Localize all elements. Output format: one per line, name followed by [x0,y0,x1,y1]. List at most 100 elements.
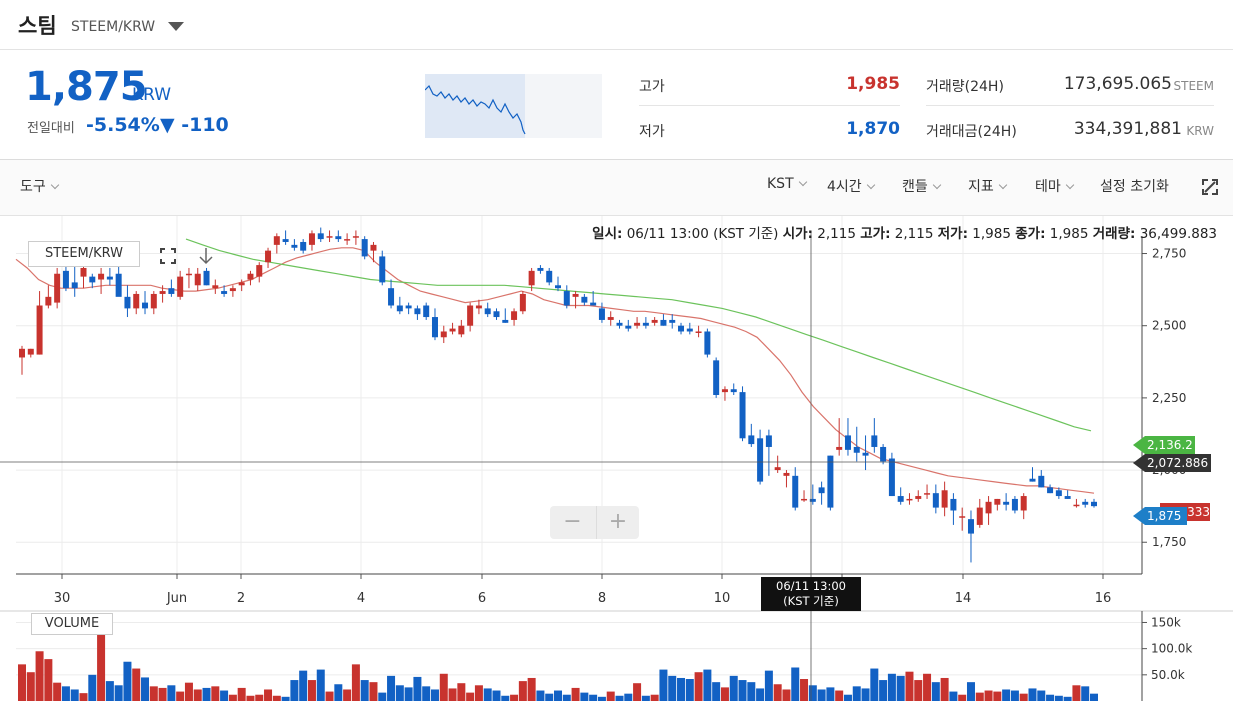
expand-icon[interactable] [160,248,176,264]
volume-row: 거래량(24H) 173,695.065 STEEM [926,62,1214,106]
volume-bar [228,694,237,701]
chevron-down-icon[interactable] [168,22,184,31]
volume-bar [694,672,703,701]
volume-bar [387,675,396,701]
candle-body [71,282,78,289]
volume-bar [510,694,519,701]
volume-bar [554,690,562,701]
high-value: 2,115 [894,226,934,242]
volume-bar [738,680,747,701]
candle-body [695,331,702,333]
close-label: 종가: [1015,226,1046,242]
volume-bar [545,693,554,701]
candle-body [1082,501,1089,505]
chart-pair-label[interactable]: STEEM/KRW [28,241,140,267]
coin-pair: STEEM/KRW [71,19,156,35]
volume-bar [70,689,79,701]
volume-bar [677,677,686,701]
volume-bar [712,682,721,701]
chart-axes: 2,7502,5002,2502,0001,75030Jun2468101214… [0,232,1233,701]
volume-bar [343,689,352,701]
candle-body [721,389,728,393]
volume-24h-label: 거래량(24H) [926,79,1004,95]
candle-body [976,507,983,525]
candle-body [906,498,913,501]
volume-bar [668,675,677,701]
low-label: 저가 [639,124,665,140]
price-chart[interactable]: 2,7502,5002,2502,0001,75030Jun2468101214… [0,216,1233,701]
volume-bar [325,691,334,701]
x-tick-label: 16 [1095,591,1112,606]
candle-body [546,270,553,283]
candle-body [142,302,149,309]
candle-body [555,285,561,289]
arrow-down-icon[interactable] [198,247,214,265]
theme-label: 테마 [1035,179,1061,195]
volume-bar [843,694,852,701]
volume-bar [79,693,88,701]
zoom-out-button[interactable]: − [563,509,582,534]
low-label: 저가: [937,226,968,242]
candle-body [1020,496,1027,511]
volume-bar [1019,693,1028,701]
candle-body [247,273,254,280]
candle-body [414,308,421,315]
fullscreen-icon[interactable] [1201,178,1219,196]
volume-bar [756,688,765,701]
volume-bar [791,667,800,701]
candle-body [238,282,245,286]
volume-bar [703,669,712,701]
change-percent: -5.54% [86,114,160,136]
candle-body [1047,487,1054,494]
indicators-label: 지표 [968,179,994,195]
candle-body [484,308,491,315]
tools-menu[interactable]: 도구 [20,176,60,196]
volume-bar [193,689,202,701]
trade-amount-value: 334,391,881 [1073,119,1182,139]
candle-body [1091,501,1097,507]
volume-bar [255,694,264,701]
candle-body [888,458,895,497]
volume-bar [518,681,527,701]
volume-bar [887,673,896,701]
reset-settings-button[interactable]: 설정 초기화 [1100,179,1169,195]
volume-bar [800,679,809,701]
volume-bar [220,690,229,701]
x-tick-label: 30 [54,591,71,606]
candle-body [440,331,447,338]
volume-bar [158,687,167,701]
interval-menu[interactable]: 4시간 [827,176,875,196]
price-summary: 1,875 KRW 전일대비 -5.54% ▼ -110 고가 1,985 저가… [0,50,1233,160]
volume-bar [527,677,536,701]
current-price: 1,875 [25,64,148,110]
candle-body [98,273,105,280]
candle-body [801,498,808,501]
volume-bar [571,687,580,701]
zoom-in-button[interactable]: + [596,506,639,539]
volume-panel-label: VOLUME [31,613,113,635]
candle-body [783,472,790,476]
y-tick-label: 2,500 [1152,319,1186,333]
candle-body [651,319,658,323]
volume-tick-label: 50.0k [1151,668,1185,682]
candle-body [765,435,772,447]
volume-bar [26,672,35,701]
volume-bar [817,689,826,701]
x-tick-label: 10 [714,591,731,606]
volume-bar [896,675,905,701]
volume-bar [773,684,782,701]
candle-body [256,265,263,277]
candle-body [827,455,834,508]
volume-bar [457,683,466,701]
interval-label: 4시간 [827,179,862,195]
volume-bar [18,664,26,701]
candle-body [932,493,939,508]
chart-type-menu[interactable]: 캔들 [902,176,942,196]
date-value: 06/11 13:00 (KST 기준) [626,226,779,242]
volume-bar [580,692,589,701]
indicators-menu[interactable]: 지표 [968,176,1008,196]
timezone-menu[interactable]: KST [767,176,807,192]
theme-menu[interactable]: 테마 [1035,176,1075,196]
volume-value: 36,499.883 [1139,226,1217,242]
volume-bar [1010,690,1019,701]
